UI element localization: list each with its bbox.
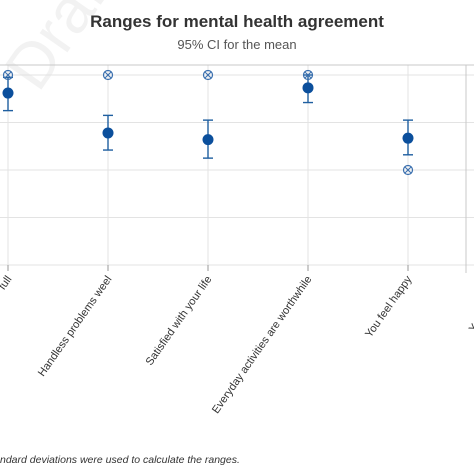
range-max-marker bbox=[302, 69, 314, 81]
x-tick-label: Handless problems weel bbox=[36, 274, 115, 379]
x-tick-label: full bbox=[0, 274, 14, 292]
chart-title: Ranges for mental health agreement bbox=[90, 12, 384, 31]
chart-footnote: ndard deviations were used to calculate … bbox=[0, 454, 240, 466]
range-max-marker bbox=[102, 69, 114, 81]
range-max-marker-stroke bbox=[304, 71, 312, 79]
range-max-marker bbox=[202, 69, 214, 81]
range-max-marker-stroke bbox=[104, 71, 112, 79]
range-min-marker bbox=[402, 164, 414, 176]
mean-point bbox=[402, 132, 414, 144]
range-max-marker bbox=[2, 69, 14, 81]
x-tick-label: Satisfied with your life bbox=[144, 274, 215, 368]
range-min-marker-stroke bbox=[404, 166, 412, 174]
mean-point bbox=[2, 87, 14, 99]
range-max-marker-stroke bbox=[204, 71, 212, 79]
mean-point bbox=[302, 82, 314, 94]
mean-point bbox=[202, 134, 214, 146]
range-max-marker-stroke bbox=[4, 71, 12, 79]
x-tick-label: You don't feel bbox=[467, 274, 474, 335]
x-tick-label: You feel happy bbox=[363, 273, 415, 340]
mean-point bbox=[102, 127, 114, 139]
chart-subtitle: 95% CI for the mean bbox=[177, 37, 297, 52]
x-tick-label: Everyday activities are worthwhile bbox=[210, 274, 315, 416]
